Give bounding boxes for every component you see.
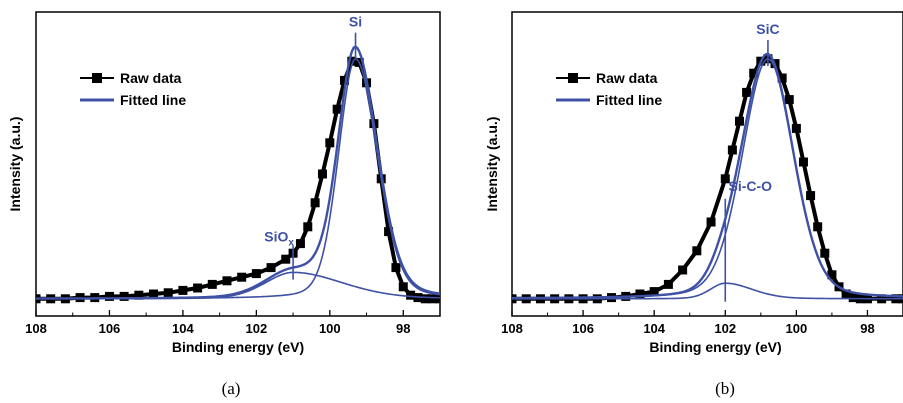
x-tick-label: 108 [25,321,47,336]
raw-data-point [119,291,129,301]
raw-data-point [635,289,645,299]
raw-data-point [749,68,759,78]
raw-data-point [734,116,744,126]
raw-data-point [727,145,737,155]
raw-data-point [777,73,787,83]
x-tick-label: 100 [319,321,341,336]
x-tick-label: 104 [643,321,665,336]
raw-data-point [222,276,232,286]
x-tick-label: 98 [860,321,874,336]
raw-data-point [798,157,808,167]
raw-data-point [784,95,794,105]
fitted-sum-line [512,52,903,300]
raw-data-point [391,263,401,273]
raw-data-point [827,270,837,280]
raw-data-point [820,248,830,258]
x-tick-label: 98 [396,321,410,336]
raw-data-point [663,279,673,289]
raw-data-point [281,254,291,264]
fit-component-line [512,57,903,299]
legend-raw-marker [568,73,578,83]
raw-data-point [649,287,659,297]
raw-data-point [384,227,394,237]
legend-raw-label: Raw data [596,70,658,86]
fitted-sum-line [36,45,440,300]
x-tick-label: 100 [786,321,808,336]
raw-data-point [325,138,335,148]
legend-fit-label: Fitted line [596,92,662,108]
panel-b: 108 106 104 102 100 98 Binding energy (eV) Inte… [484,11,903,398]
raw-data-point [163,288,173,298]
legend-raw-label: Raw data [120,70,182,86]
x-tick-label: 102 [246,321,268,336]
plot-frame [511,11,903,317]
x-tick-label: 106 [99,321,121,336]
raw-data-point [706,217,716,227]
peak-label: Si [349,14,362,30]
raw-data-point [347,56,357,66]
x-tick-label: 108 [501,321,523,336]
raw-data-point [237,272,247,282]
panel-caption: (b) [715,379,735,398]
x-tick-label: 106 [572,321,594,336]
raw-data-line [512,56,903,301]
peak-label-text: SiC [756,21,779,37]
raw-data-point [317,169,327,179]
raw-data-point [104,291,114,301]
raw-data-point [678,265,688,275]
raw-data-point [134,290,144,300]
raw-data-point [406,290,416,300]
raw-data-point [806,191,816,201]
x-tick-label: 102 [714,321,736,336]
raw-data-point [848,293,858,303]
peak-label-subscript: x [288,238,294,249]
x-axis-title: Binding energy (eV) [172,339,304,355]
raw-data-point [266,263,276,273]
raw-data-point [791,123,801,133]
peak-label-text: Si-C-O [728,178,772,194]
x-tick-label: 104 [172,321,194,336]
raw-data-point [720,174,730,184]
peak-label-text: Si [349,14,362,30]
peak-label: Si-C-O [728,178,772,194]
raw-data-point [435,294,440,304]
raw-data-point [303,222,313,232]
plot-area [36,45,440,304]
raw-data-point [813,222,823,232]
plot-frame [35,11,441,317]
peak-label-text: SiO [264,229,288,245]
raw-data-point [295,239,305,249]
raw-data-point [193,283,203,293]
peak-label: SiC [756,21,779,37]
raw-data-point [251,269,261,279]
raw-data-point [340,75,350,85]
x-axis-title: Binding energy (eV) [649,339,781,355]
y-axis-title: Intensity (a.u.) [7,117,23,212]
raw-data-point [692,246,702,256]
raw-data-point [398,282,408,292]
raw-data-point [310,198,320,208]
raw-data-point [841,289,851,299]
raw-data-point [332,104,342,114]
raw-data-point [742,87,752,97]
legend-fit-label: Fitted line [120,92,186,108]
panel-a: 108 106 104 102 100 98 Binding energy (eV) Inte… [7,11,441,398]
raw-data-point [178,285,188,295]
raw-data-point [149,289,159,299]
legend-raw-marker [92,73,102,83]
peak-label: SiOx [264,229,294,249]
raw-data-point [420,294,430,304]
plot-area [512,52,903,304]
y-axis-title: Intensity (a.u.) [484,117,500,212]
raw-data-point [207,279,217,289]
raw-data-point [428,294,438,304]
panel-caption: (a) [222,379,241,398]
